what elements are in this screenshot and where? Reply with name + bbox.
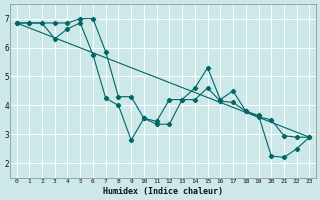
X-axis label: Humidex (Indice chaleur): Humidex (Indice chaleur) bbox=[103, 187, 223, 196]
